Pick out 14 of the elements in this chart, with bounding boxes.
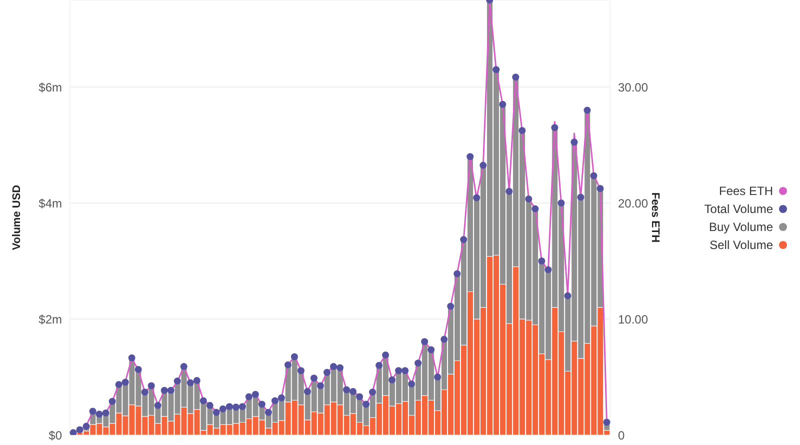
- y-tick-label: $2m: [38, 312, 62, 326]
- y2-tick-label: 30.00: [618, 80, 648, 94]
- y2-tick-label: 0: [618, 428, 625, 442]
- y-axis-title: Volume USD: [10, 184, 23, 250]
- y-tick-label: $4m: [38, 196, 62, 210]
- legend-label: Buy Volume: [708, 220, 773, 234]
- y2-tick-label: 20.00: [618, 196, 648, 210]
- legend-label: Fees ETH: [718, 184, 773, 198]
- y2-tick-label: 10.00: [618, 312, 648, 326]
- y2-axis-title: Fees ETH: [649, 192, 662, 243]
- legend-label: Sell Volume: [710, 238, 773, 252]
- y-tick-label: $6m: [38, 80, 62, 94]
- legend-label: Total Volume: [704, 202, 773, 216]
- y-tick-label: $0: [48, 428, 62, 442]
